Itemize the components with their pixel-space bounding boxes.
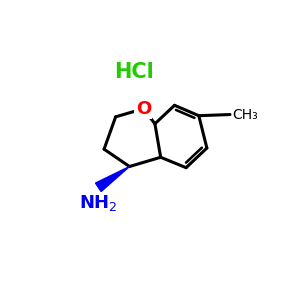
Polygon shape: [95, 167, 130, 191]
Text: NH$_2$: NH$_2$: [79, 193, 118, 213]
Text: O: O: [136, 100, 151, 118]
Text: CH₃: CH₃: [232, 107, 258, 122]
Text: HCl: HCl: [114, 62, 154, 82]
